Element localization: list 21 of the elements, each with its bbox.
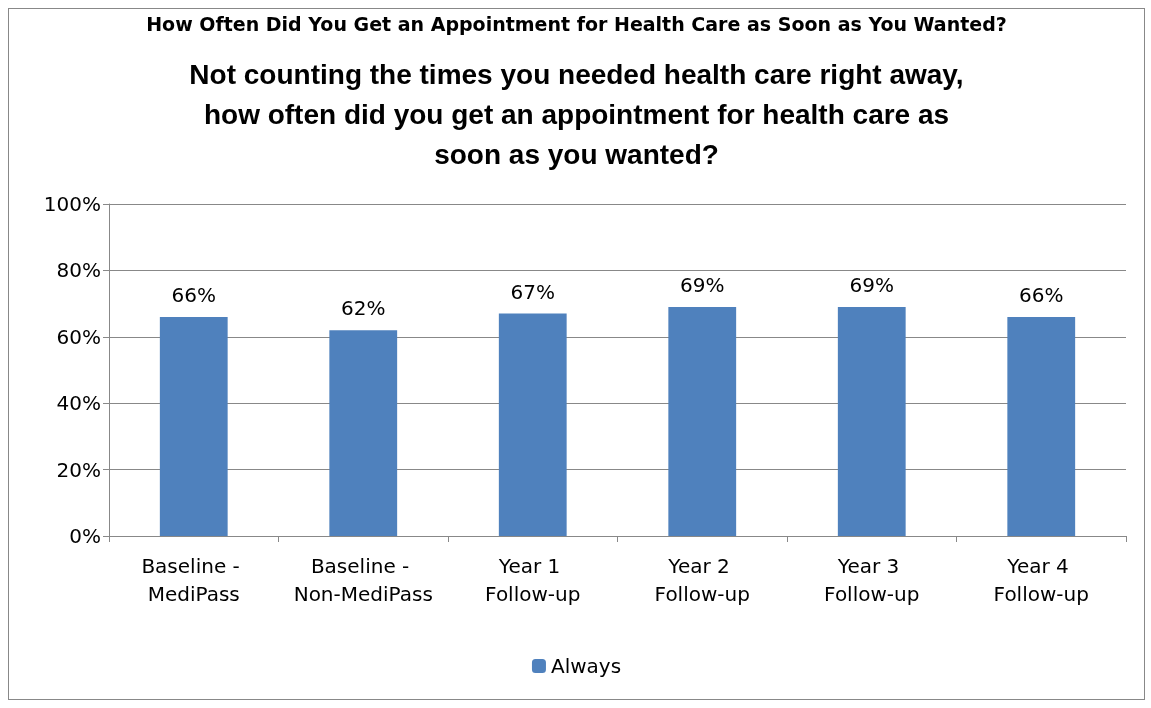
x-tick-label: Year 4 Follow-up (993, 554, 1089, 606)
data-label: 66% (1019, 282, 1064, 307)
y-tick-label: 80% (56, 258, 101, 283)
x-tick-label: Year 3 Follow-up (824, 554, 920, 606)
y-tick-label: 20% (56, 457, 101, 482)
data-label: 66% (171, 282, 216, 307)
data-label: 69% (680, 272, 725, 297)
y-tick-label: 100% (43, 192, 101, 216)
y-tick-label: 0% (69, 524, 101, 548)
y-tick-label: 40% (56, 391, 101, 416)
chart-title: How Often Did You Get an Appointment for Health Care as Soon as You Wanted? (146, 12, 1007, 35)
data-label: 67% (510, 279, 555, 304)
data-label: 69% (849, 272, 894, 297)
y-tick-label: 60% (56, 324, 101, 349)
legend-label: Always (550, 654, 622, 678)
x-tick-label: Year 2 Follow-up (654, 554, 750, 606)
x-tick-label: Baseline - Non-MediPass (293, 554, 433, 606)
x-tick-label: Year 1 Follow-up (485, 554, 581, 606)
x-tick-label: Baseline - MediPass (141, 554, 247, 606)
chart-subtitle: Not counting the times you needed health care right away, how often did you get an appointment for health care as soon as you wanted? (189, 58, 964, 170)
data-label: 62% (341, 296, 386, 321)
